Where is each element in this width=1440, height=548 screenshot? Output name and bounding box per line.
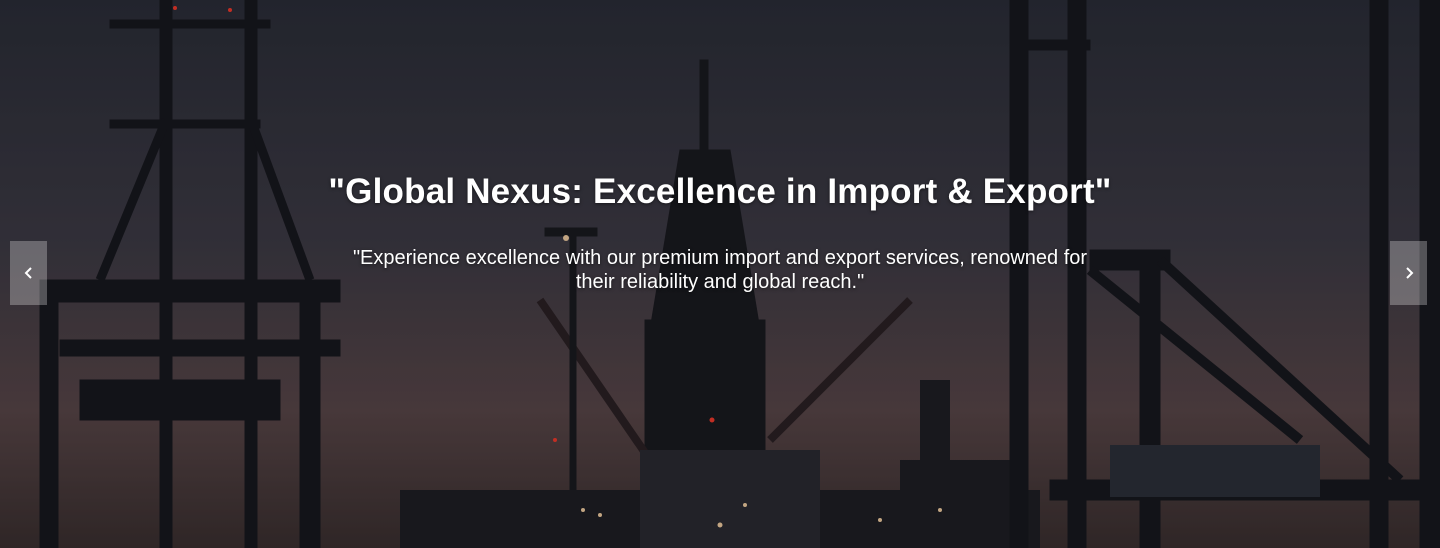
carousel-title: "Global Nexus: Excellence in Import & Ex… [328, 172, 1112, 211]
carousel-prev-button[interactable] [10, 241, 47, 305]
chevron-right-icon [1405, 267, 1413, 279]
carousel-caption: "Global Nexus: Excellence in Import & Ex… [0, 172, 1440, 294]
chevron-left-icon [24, 267, 32, 279]
carousel-next-button[interactable] [1390, 241, 1427, 305]
carousel-subtitle: "Experience excellence with our premium … [352, 247, 1088, 293]
